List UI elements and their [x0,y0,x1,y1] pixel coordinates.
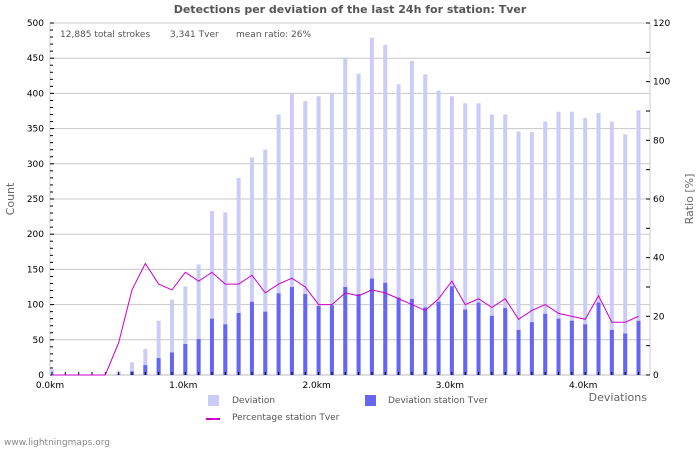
svg-text:50: 50 [33,336,45,346]
svg-text:40: 40 [653,254,665,264]
legend-label-deviation-station: Deviation station Tver [388,396,488,406]
svg-text:400: 400 [27,89,44,99]
svg-text:Ratio [%]: Ratio [%] [683,174,696,225]
svg-text:150: 150 [27,265,44,275]
svg-text:100: 100 [27,301,44,311]
svg-text:Deviations: Deviations [589,391,648,404]
mean-ratio-stat: mean ratio: 26% [236,30,312,40]
svg-text:100: 100 [653,78,670,88]
footer-credit: www.lightningmaps.org [4,438,110,448]
chart-title: Detections per deviation of the last 24h… [173,3,527,16]
svg-text:Count: Count [4,182,17,215]
svg-text:350: 350 [27,125,44,135]
svg-text:60: 60 [653,195,665,205]
svg-text:300: 300 [27,160,44,170]
svg-text:250: 250 [27,195,44,205]
svg-text:4.0km: 4.0km [569,381,597,391]
total-strokes-stat: 12,885 total strokes [60,30,151,40]
svg-text:0: 0 [38,371,44,381]
legend-swatch-deviation-station [365,395,376,406]
svg-text:1.0km: 1.0km [169,381,197,391]
station-strokes-stat: 3,341 Tver [170,30,219,40]
legend-swatch-deviation [208,395,219,406]
svg-text:20: 20 [653,312,665,322]
legend-label-percentage: Percentage station Tver [232,413,340,423]
svg-text:80: 80 [653,136,665,146]
svg-text:0: 0 [653,371,659,381]
svg-text:0.0km: 0.0km [36,381,64,391]
svg-text:120: 120 [653,19,670,29]
legend-line-percentage [206,418,220,420]
svg-text:2.0km: 2.0km [302,381,330,391]
svg-text:500: 500 [27,19,44,29]
legend-label-deviation: Deviation [232,396,276,406]
svg-text:450: 450 [27,54,44,64]
svg-text:3.0km: 3.0km [436,381,464,391]
svg-text:200: 200 [27,230,44,240]
